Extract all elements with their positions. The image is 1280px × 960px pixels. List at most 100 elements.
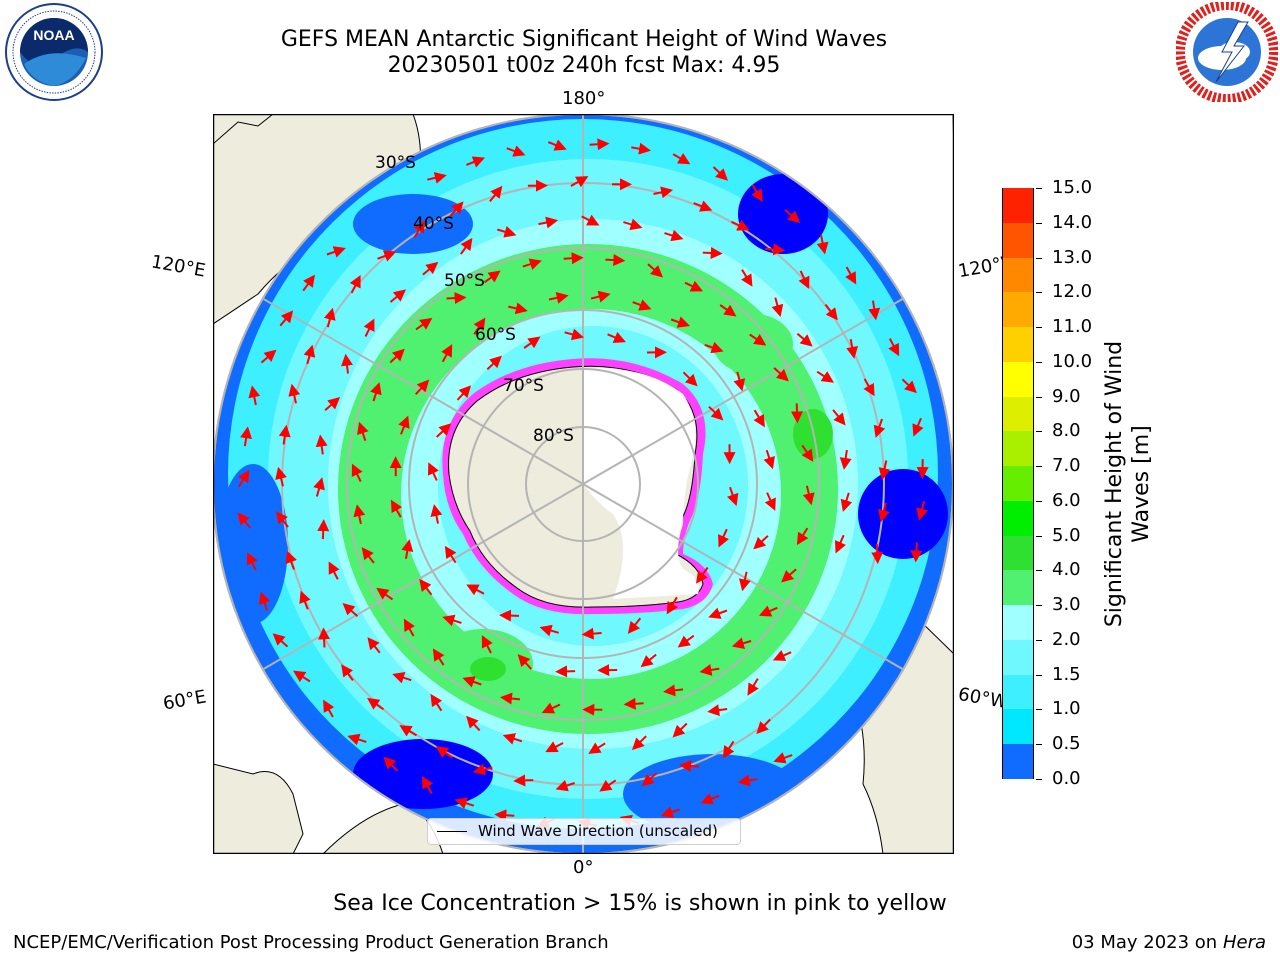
- legend: Wind Wave Direction (unscaled): [427, 818, 741, 845]
- wave-direction-arrow: [871, 544, 884, 565]
- wave-direction-arrow: [623, 697, 644, 710]
- colorbar-tick-label: 13.0: [1052, 246, 1093, 268]
- sea-ice-note: Sea Ice Concentration > 15% is shown in …: [333, 891, 947, 916]
- wave-direction-arrow: [672, 722, 688, 738]
- wave-direction-arrow: [753, 409, 765, 428]
- wave-direction-arrow: [442, 614, 462, 627]
- wave-direction-arrow: [733, 371, 746, 392]
- wave-direction-arrow: [473, 317, 486, 335]
- wave-direction-arrow: [581, 627, 602, 640]
- wave-direction-arrow: [570, 176, 589, 188]
- lon-label-60e: 60°E: [161, 686, 208, 715]
- wave-direction-arrow: [708, 405, 724, 421]
- colorbar-tick-mark: [1036, 466, 1042, 468]
- wave-direction-arrow: [462, 676, 482, 688]
- wave-direction-arrow: [522, 258, 542, 270]
- wave-direction-arrow: [367, 697, 385, 711]
- colorbar-segment: [1003, 292, 1033, 328]
- wave-direction-arrow: [444, 545, 457, 564]
- colorbar-label: Significant Height of Wind Waves [m]: [1101, 341, 1155, 627]
- wave-direction-arrow: [460, 237, 473, 255]
- wave-direction-arrow: [708, 607, 728, 619]
- wave-direction-arrow: [868, 300, 881, 321]
- colorbar-tick-label: 7.0: [1052, 455, 1081, 477]
- wave-direction-arrow: [517, 654, 532, 670]
- wave-direction-arrow: [413, 220, 426, 238]
- colorbar-tick-label: 1.5: [1052, 663, 1081, 685]
- credit-machine: Hera: [1222, 932, 1266, 953]
- colorbar-segment: [1003, 744, 1033, 779]
- wave-direction-arrow: [481, 635, 493, 654]
- wave-direction-arrow: [548, 291, 569, 304]
- colorbar-tick-label: 1.0: [1052, 698, 1081, 720]
- wave-direction-arrow: [839, 449, 852, 470]
- wave-direction-arrow: [513, 774, 534, 787]
- colorbar-tick-mark: [1036, 674, 1042, 676]
- colorbar: [1002, 188, 1034, 779]
- wave-direction-arrow: [326, 246, 346, 258]
- wave-direction-arrow: [699, 664, 720, 676]
- colorbar-tick-mark: [1036, 570, 1042, 572]
- colorbar-segment: [1003, 361, 1033, 397]
- wave-direction-arrow: [285, 550, 297, 570]
- wave-direction-arrow: [796, 332, 813, 347]
- wave-direction-arrow: [796, 527, 809, 546]
- wave-direction-arrow: [564, 328, 584, 341]
- wave-direction-arrow: [901, 378, 917, 394]
- wave-direction-arrow: [791, 403, 803, 424]
- wave-direction-arrow: [765, 243, 786, 256]
- wave-direction-arrow: [502, 733, 523, 745]
- colorbar-segment: [1003, 431, 1033, 467]
- wave-direction-arrow: [246, 552, 258, 571]
- wave-direction-arrow: [279, 310, 294, 327]
- wave-direction-arrow: [401, 539, 414, 559]
- colorbar-segment: [1003, 222, 1033, 258]
- colorbar-tick-label: 6.0: [1052, 489, 1081, 511]
- colorbar-tick-mark: [1036, 605, 1042, 607]
- wave-direction-arrow: [383, 756, 399, 772]
- wave-direction-arrow: [357, 421, 369, 442]
- colorbar-tick-mark: [1036, 500, 1042, 502]
- wave-direction-arrow: [910, 542, 923, 563]
- wave-direction-arrow: [751, 184, 763, 202]
- wave-direction-arrow: [499, 609, 520, 622]
- colorbar-tick-mark: [1036, 188, 1042, 189]
- wave-direction-arrow: [784, 209, 801, 224]
- wave-direction-arrow: [878, 502, 890, 523]
- wave-direction-arrow: [756, 718, 771, 735]
- wave-direction-arrow: [731, 219, 750, 231]
- wave-direction-arrow: [422, 261, 439, 276]
- colorbar-tick-label: 5.0: [1052, 524, 1081, 546]
- lon-label-120e: 120°E: [149, 251, 208, 282]
- wave-direction-arrow: [627, 617, 642, 634]
- colorbar-tick-label: 2.0: [1052, 628, 1081, 650]
- noaa-logo-text: NOAA: [33, 27, 74, 43]
- wave-direction-arrow: [590, 290, 611, 303]
- wave-direction-arrow: [873, 418, 886, 438]
- colorbar-tick-label: 15.0: [1052, 177, 1093, 198]
- credit-branch: NCEP/EMC/Verification Post Processing Pr…: [13, 932, 609, 953]
- colorbar-segment: [1003, 500, 1033, 536]
- wave-direction-arrow: [731, 637, 752, 649]
- wave-direction-arrow: [607, 331, 626, 343]
- colorbar-segment: [1003, 605, 1033, 640]
- wave-direction-arrow: [419, 578, 433, 596]
- wave-direction-arrow: [347, 733, 367, 746]
- wave-direction-arrow: [539, 624, 559, 637]
- wave-direction-arrow: [237, 512, 251, 529]
- wave-direction-arrow: [878, 460, 891, 481]
- wave-direction-arrow: [278, 424, 291, 445]
- wave-direction-arrow: [581, 214, 600, 226]
- wave-direction-arrow: [399, 725, 418, 737]
- lat-label-40s: 40°S: [413, 214, 454, 234]
- wave-direction-arrow: [545, 741, 564, 753]
- colorbar-segment: [1003, 188, 1033, 223]
- wave-direction-arrow: [707, 704, 728, 717]
- wave-direction-arrow: [672, 152, 691, 165]
- wave-direction-arrow: [389, 289, 407, 303]
- wave-direction-arrow: [753, 535, 769, 550]
- wave-direction-arrow: [845, 266, 857, 285]
- wave-direction-arrow: [466, 715, 481, 732]
- wave-direction-arrow: [349, 275, 361, 294]
- wave-direction-arrow: [299, 590, 311, 610]
